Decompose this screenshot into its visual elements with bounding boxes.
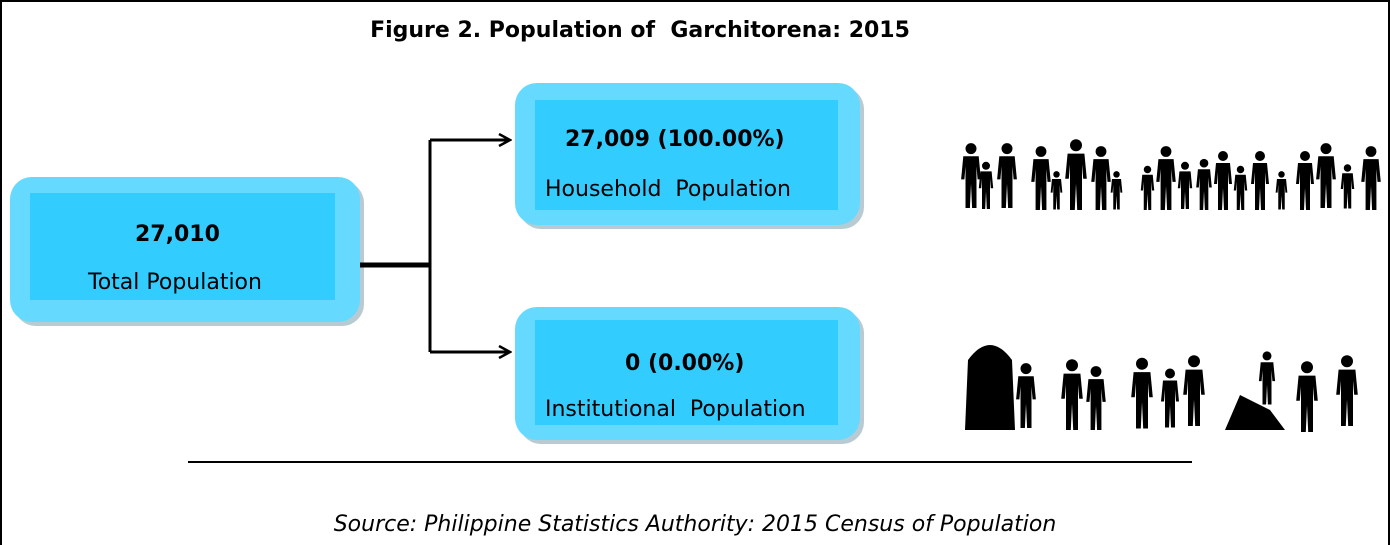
source: Source: Philippine Statistics Authority:… (334, 512, 1057, 537)
node-label: Total Population (87, 270, 262, 295)
node-value: 0 (0.00%) (625, 351, 744, 376)
household-icons (961, 139, 1381, 210)
node-household: 27,009 (100.00%) Household Population (515, 83, 864, 229)
node-institutional: 0 (0.00%) Institutional Population (515, 307, 864, 444)
institutional-icons (965, 345, 1358, 432)
node-value: 27,009 (100.00%) (565, 127, 785, 152)
node-label: Institutional Population (545, 397, 806, 422)
node-total: 27,010 Total Population (10, 177, 364, 326)
connector (360, 140, 510, 352)
diagram: Figure 2. Population of Garchitorena: 20… (0, 0, 1390, 545)
title: Figure 2. Population of Garchitorena: 20… (370, 18, 910, 43)
node-label: Household Population (545, 177, 791, 202)
node-value: 27,010 (135, 222, 220, 247)
